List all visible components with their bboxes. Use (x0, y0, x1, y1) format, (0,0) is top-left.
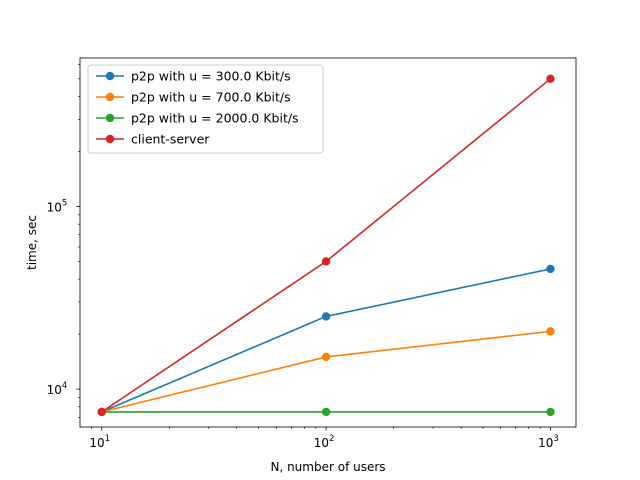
legend-entry: p2p with u = 300.0 Kbit/s (96, 69, 291, 84)
axes-frame (79, 57, 577, 428)
legend-swatch-marker (105, 71, 115, 81)
series-layer (97, 74, 555, 417)
data-point (546, 74, 555, 84)
data-point (97, 407, 106, 417)
series-3 (97, 74, 555, 417)
data-point (321, 352, 331, 362)
x-axis-label: N, number of users (270, 460, 385, 474)
legend-swatch-marker (105, 134, 115, 144)
data-point (546, 264, 555, 274)
legend-label: p2p with u = 700.0 Kbit/s (131, 90, 291, 105)
legend-swatch-marker (105, 113, 115, 123)
legend-entry: p2p with u = 2000.0 Kbit/s (96, 111, 299, 126)
legend-entry: client-server (96, 132, 210, 147)
data-point (546, 327, 555, 336)
data-point (546, 407, 555, 417)
data-point (321, 407, 331, 417)
legend-label: p2p with u = 300.0 Kbit/s (131, 69, 291, 84)
legend-swatch-marker (105, 92, 115, 102)
legend-entry: p2p with u = 700.0 Kbit/s (96, 90, 291, 105)
y-axis-label: time, sec (25, 215, 39, 270)
legend-label: p2p with u = 2000.0 Kbit/s (131, 111, 299, 126)
legend-label: client-server (131, 132, 210, 147)
legend-box (87, 64, 324, 154)
data-point (321, 312, 331, 321)
legend: p2p with u = 300.0 Kbit/s p2p with u = 70… (87, 64, 324, 154)
data-point (321, 257, 331, 266)
